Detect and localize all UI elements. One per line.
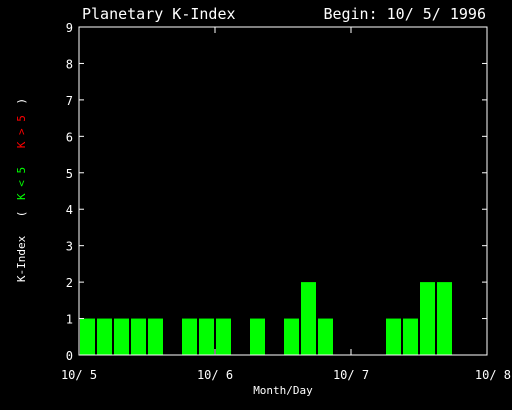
y-axis-label: K-Index — [15, 235, 28, 282]
x-tick-label: 10/ 5 — [61, 368, 97, 382]
y-tick-label: 5 — [66, 167, 73, 181]
chart-title: Planetary K-Index — [82, 5, 236, 23]
bar — [97, 318, 112, 355]
y-tick-label: 3 — [66, 240, 73, 254]
y-tick-label: 8 — [66, 57, 73, 71]
x-tick-label: 10/ 7 — [333, 368, 369, 382]
bar — [403, 318, 418, 355]
svg-text:K-Index ( K < 5: K-Index ( K < 5 K > 5 ) — [15, 98, 28, 282]
x-tick-label: 10/ 6 — [197, 368, 233, 382]
bar — [386, 318, 401, 355]
y-tick-label: 4 — [66, 203, 73, 217]
plot-frame — [78, 26, 488, 356]
y-tick-label: 1 — [66, 313, 73, 327]
y-tick-label: 7 — [66, 94, 73, 108]
bar — [199, 318, 214, 355]
bar — [114, 318, 129, 355]
y-tick-label: 2 — [66, 276, 73, 290]
bar — [318, 318, 333, 355]
bar — [216, 318, 231, 355]
bar-series — [80, 282, 452, 355]
legend-high: K > 5 — [15, 115, 28, 148]
bar — [250, 318, 265, 355]
y-tick-label: 0 — [66, 349, 73, 363]
bar — [420, 282, 435, 355]
x-axis-label: Month/Day — [253, 384, 313, 397]
bar — [301, 282, 316, 355]
bar — [80, 318, 95, 355]
legend-close-paren: ) — [15, 98, 28, 105]
x-tick-label: 10/ 8 — [475, 368, 511, 382]
x-axis: 10/ 5 10/ 6 10/ 7 10/ 8 — [61, 27, 511, 382]
y-axis-label-group: K-Index ( K < 5 K > 5 ) — [15, 98, 28, 282]
y-axis: 0 1 2 3 4 5 6 7 8 9 — [66, 21, 487, 363]
y-tick-label: 9 — [66, 21, 73, 35]
y-tick-label: 6 — [66, 130, 73, 144]
legend-low: K < 5 — [15, 167, 28, 200]
bar — [182, 318, 197, 355]
chart-subtitle: Begin: 10/ 5/ 1996 — [323, 5, 486, 23]
bar — [148, 318, 163, 355]
bar — [284, 318, 299, 355]
bar — [131, 318, 146, 355]
bar — [437, 282, 452, 355]
legend-open-paren: ( — [15, 211, 28, 218]
